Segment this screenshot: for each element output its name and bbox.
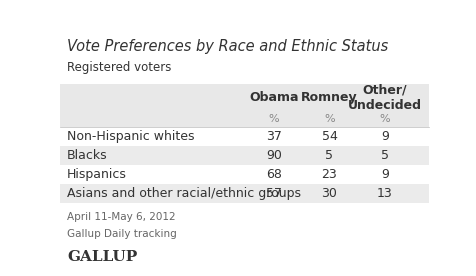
Text: 5: 5 xyxy=(325,149,333,162)
Text: 9: 9 xyxy=(380,130,388,143)
Text: 5: 5 xyxy=(380,149,388,162)
Text: Blacks: Blacks xyxy=(67,149,108,162)
Text: Asians and other racial/ethnic groups: Asians and other racial/ethnic groups xyxy=(67,187,300,200)
Text: 9: 9 xyxy=(380,168,388,181)
Text: 37: 37 xyxy=(266,130,281,143)
FancyBboxPatch shape xyxy=(60,84,428,112)
FancyBboxPatch shape xyxy=(60,112,428,127)
Text: Other/
Undecided: Other/ Undecided xyxy=(347,84,421,112)
Text: %: % xyxy=(379,114,389,124)
Text: 23: 23 xyxy=(321,168,337,181)
FancyBboxPatch shape xyxy=(60,184,428,203)
FancyBboxPatch shape xyxy=(60,127,428,146)
FancyBboxPatch shape xyxy=(60,165,428,184)
Text: Romney: Romney xyxy=(300,91,357,104)
Text: 54: 54 xyxy=(321,130,337,143)
Text: Hispanics: Hispanics xyxy=(67,168,127,181)
Text: %: % xyxy=(268,114,279,124)
Text: Gallup Daily tracking: Gallup Daily tracking xyxy=(67,229,177,239)
Text: GALLUP: GALLUP xyxy=(67,250,137,264)
Text: 90: 90 xyxy=(266,149,281,162)
Text: April 11-May 6, 2012: April 11-May 6, 2012 xyxy=(67,212,175,222)
Text: %: % xyxy=(324,114,334,124)
Text: Vote Preferences by Race and Ethnic Status: Vote Preferences by Race and Ethnic Stat… xyxy=(67,39,387,54)
Text: Obama: Obama xyxy=(249,91,298,104)
Text: 13: 13 xyxy=(376,187,392,200)
Text: 57: 57 xyxy=(266,187,281,200)
Text: 30: 30 xyxy=(321,187,337,200)
Text: Non-Hispanic whites: Non-Hispanic whites xyxy=(67,130,194,143)
Text: Registered voters: Registered voters xyxy=(67,61,171,74)
FancyBboxPatch shape xyxy=(60,146,428,165)
Text: 68: 68 xyxy=(266,168,281,181)
